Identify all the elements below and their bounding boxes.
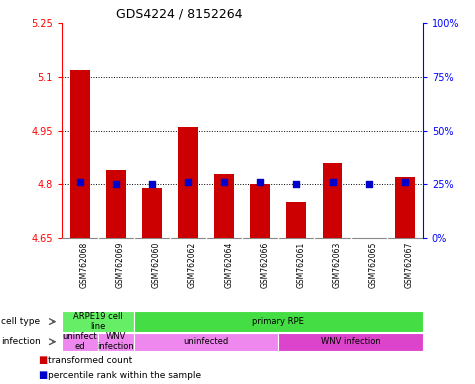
Bar bbox=[214, 174, 234, 238]
Point bbox=[148, 181, 156, 187]
Point bbox=[329, 179, 336, 185]
Text: primary RPE: primary RPE bbox=[252, 317, 304, 326]
Bar bbox=[134, 333, 278, 351]
Text: GSM762064: GSM762064 bbox=[224, 242, 233, 288]
Text: GSM762063: GSM762063 bbox=[332, 242, 342, 288]
Point bbox=[76, 179, 84, 185]
Text: WNV
infection: WNV infection bbox=[97, 332, 134, 351]
Bar bbox=[395, 177, 415, 238]
Bar bbox=[286, 202, 306, 238]
Text: ■: ■ bbox=[38, 355, 47, 365]
Text: GSM762069: GSM762069 bbox=[116, 242, 125, 288]
Point bbox=[112, 181, 120, 187]
Text: uninfected: uninfected bbox=[183, 337, 229, 346]
Text: GSM762068: GSM762068 bbox=[80, 242, 89, 288]
Bar bbox=[142, 188, 162, 238]
Bar bbox=[178, 127, 198, 238]
Text: GSM762061: GSM762061 bbox=[296, 242, 305, 288]
Bar bbox=[62, 311, 134, 332]
Text: GDS4224 / 8152264: GDS4224 / 8152264 bbox=[116, 7, 242, 20]
Text: ARPE19 cell
line: ARPE19 cell line bbox=[73, 312, 123, 331]
Text: infection: infection bbox=[1, 337, 41, 346]
Text: GSM762066: GSM762066 bbox=[260, 242, 269, 288]
Text: percentile rank within the sample: percentile rank within the sample bbox=[48, 371, 200, 380]
Text: GSM762060: GSM762060 bbox=[152, 242, 161, 288]
Point bbox=[401, 179, 408, 185]
Text: GSM762065: GSM762065 bbox=[369, 242, 378, 288]
Point bbox=[293, 181, 300, 187]
Text: GSM762067: GSM762067 bbox=[405, 242, 414, 288]
Point bbox=[256, 179, 264, 185]
Bar bbox=[98, 333, 134, 351]
Point bbox=[184, 179, 192, 185]
Bar bbox=[250, 184, 270, 238]
Bar bbox=[323, 163, 342, 238]
Bar bbox=[278, 333, 423, 351]
Point bbox=[220, 179, 228, 185]
Bar bbox=[134, 311, 423, 332]
Text: transformed count: transformed count bbox=[48, 356, 132, 365]
Text: GSM762062: GSM762062 bbox=[188, 242, 197, 288]
Text: WNV infection: WNV infection bbox=[321, 337, 380, 346]
Text: uninfect
ed: uninfect ed bbox=[63, 332, 97, 351]
Bar bbox=[70, 70, 90, 238]
Text: cell type: cell type bbox=[1, 317, 40, 326]
Bar bbox=[62, 333, 98, 351]
Text: ■: ■ bbox=[38, 370, 47, 380]
Point bbox=[365, 181, 372, 187]
Bar bbox=[106, 170, 126, 238]
